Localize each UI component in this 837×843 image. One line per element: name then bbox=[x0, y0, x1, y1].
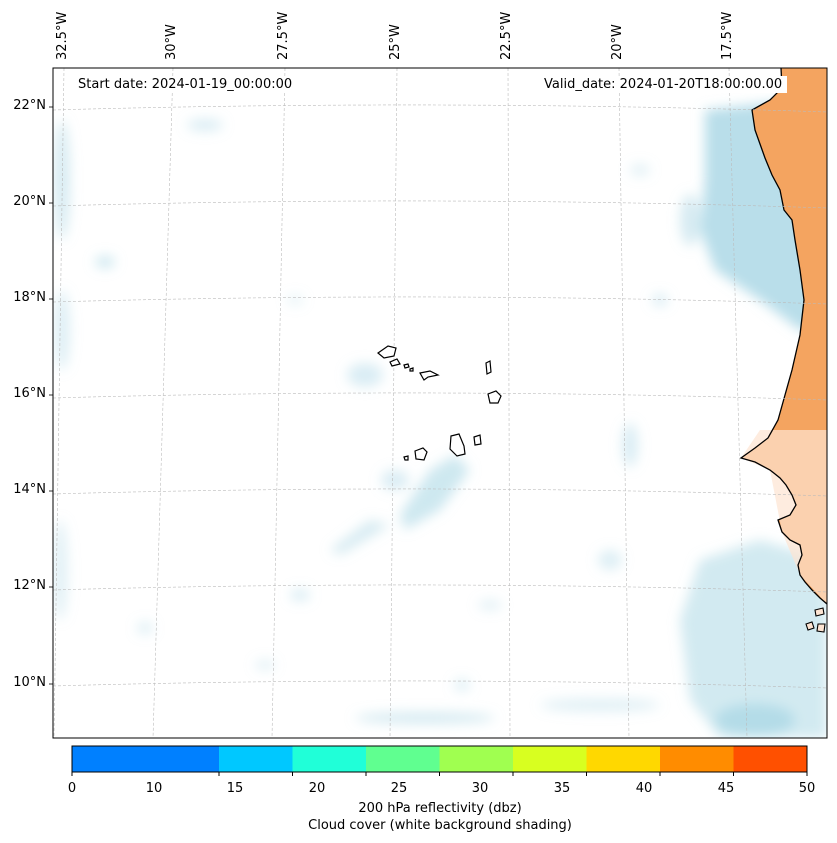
colorbar-segment bbox=[439, 746, 513, 772]
colorbar-segment bbox=[292, 746, 366, 772]
lon-text: 25°W bbox=[388, 24, 403, 60]
lat-label-12n: 12°N bbox=[13, 578, 46, 593]
colorbar-tick: 25 bbox=[390, 781, 408, 796]
map-area[interactable] bbox=[52, 68, 827, 738]
colorbar-segment bbox=[733, 746, 807, 772]
colorbar-tick: 20 bbox=[308, 781, 326, 796]
lat-label-18n: 18°N bbox=[13, 290, 46, 305]
valid-date-label: Valid_date: 2024-01-20T18:00:00.00 bbox=[539, 76, 788, 93]
colorbar-title: 200 hPa reflectivity (dbz) bbox=[358, 801, 522, 816]
lon-text: 20°W bbox=[610, 24, 625, 60]
africa-coastline bbox=[739, 68, 827, 605]
colorbar-segment bbox=[219, 746, 293, 772]
colorbar-tick: 30 bbox=[471, 781, 489, 796]
map-frame bbox=[52, 67, 828, 739]
colorbar-tick: 10 bbox=[145, 781, 163, 796]
graticule bbox=[53, 68, 827, 738]
colorbar-tick: 40 bbox=[635, 781, 653, 796]
colorbar-subtitle: Cloud cover (white background shading) bbox=[308, 818, 572, 833]
lat-label-14n: 14°N bbox=[13, 482, 46, 497]
colorbar-tick: 35 bbox=[553, 781, 571, 796]
cloud-cover-layer bbox=[53, 100, 827, 738]
colorbar-segment bbox=[586, 746, 660, 772]
colorbar-tick: 0 bbox=[67, 781, 77, 796]
colorbar-tick: 15 bbox=[226, 781, 244, 796]
colorbar-segment bbox=[513, 746, 587, 772]
colorbar-segment bbox=[660, 746, 734, 772]
colorbar-tick: 50 bbox=[798, 781, 816, 796]
lon-text: 27.5°W bbox=[276, 11, 291, 60]
colorbar-segment bbox=[366, 746, 440, 772]
lon-text: 17.5°W bbox=[720, 11, 735, 60]
lon-text: 32.5°W bbox=[55, 11, 70, 60]
colorbar-segment bbox=[72, 746, 219, 772]
lat-label-22n: 22°N bbox=[13, 98, 46, 113]
lon-text: 30°W bbox=[164, 24, 179, 60]
cape-verde-islands bbox=[377, 345, 502, 461]
start-date-label: Start date: 2024-01-19_00:00:00 bbox=[73, 76, 298, 93]
bissagos-islands bbox=[805, 607, 826, 633]
lat-label-20n: 20°N bbox=[13, 194, 46, 209]
lat-label-16n: 16°N bbox=[13, 386, 46, 401]
lat-ticks bbox=[49, 106, 53, 685]
lat-label-10n: 10°N bbox=[13, 675, 46, 690]
colorbar bbox=[71, 745, 808, 776]
lon-text: 22.5°W bbox=[499, 11, 514, 60]
colorbar-tick: 45 bbox=[717, 781, 735, 796]
